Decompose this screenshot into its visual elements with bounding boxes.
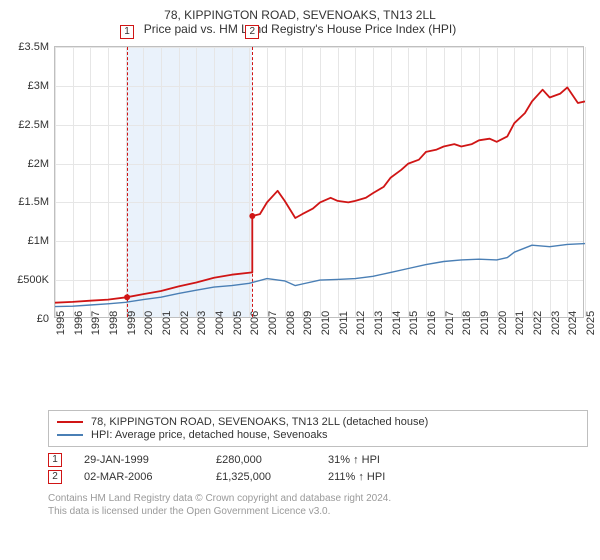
legend-item-price-paid: 78, KIPPINGTON ROAD, SEVENOAKS, TN13 2LL… xyxy=(57,416,579,428)
y-tick-label: £0 xyxy=(37,313,55,325)
chart-title: 78, KIPPINGTON ROAD, SEVENOAKS, TN13 2LL xyxy=(10,8,590,22)
sale-hpi-delta: 31% ↑ HPI xyxy=(328,454,418,466)
sale-price: £1,325,000 xyxy=(216,471,306,483)
sale-point-icon xyxy=(249,213,255,219)
sale-price: £280,000 xyxy=(216,454,306,466)
x-tick-label: 2025 xyxy=(585,311,597,335)
sale-marker-icon: 2 xyxy=(48,470,62,484)
legend: 78, KIPPINGTON ROAD, SEVENOAKS, TN13 2LL… xyxy=(48,410,588,447)
chart-subtitle: Price paid vs. HM Land Registry's House … xyxy=(10,22,590,36)
series-hpi xyxy=(55,244,585,307)
sale-row: 2 02-MAR-2006 £1,325,000 211% ↑ HPI xyxy=(48,470,588,484)
footer-attribution: Contains HM Land Registry data © Crown c… xyxy=(48,492,588,518)
y-tick-label: £2.5M xyxy=(18,119,55,131)
gridline-v xyxy=(585,47,586,317)
sale-marker-icon: 1 xyxy=(120,25,134,39)
y-tick-label: £2M xyxy=(28,158,55,170)
y-tick-label: £1M xyxy=(28,235,55,247)
sale-date: 02-MAR-2006 xyxy=(84,471,194,483)
chart-container: £0£500K£1M£1.5M£2M£2.5M£3M£3.5M199519961… xyxy=(10,40,590,370)
plot-area: £0£500K£1M£1.5M£2M£2.5M£3M£3.5M199519961… xyxy=(54,46,584,318)
chart-lines xyxy=(55,47,585,319)
legend-swatch xyxy=(57,421,83,423)
footer-line: Contains HM Land Registry data © Crown c… xyxy=(48,492,588,505)
legend-swatch xyxy=(57,434,83,436)
y-tick-label: £3M xyxy=(28,80,55,92)
sale-row: 1 29-JAN-1999 £280,000 31% ↑ HPI xyxy=(48,453,588,467)
footer-line: This data is licensed under the Open Gov… xyxy=(48,505,588,518)
legend-label: HPI: Average price, detached house, Seve… xyxy=(91,429,327,441)
sale-hpi-delta: 211% ↑ HPI xyxy=(328,471,418,483)
legend-item-hpi: HPI: Average price, detached house, Seve… xyxy=(57,429,579,441)
sale-marker-icon: 1 xyxy=(48,453,62,467)
legend-label: 78, KIPPINGTON ROAD, SEVENOAKS, TN13 2LL… xyxy=(91,416,428,428)
y-tick-label: £500K xyxy=(17,274,55,286)
sales-table: 1 29-JAN-1999 £280,000 31% ↑ HPI 2 02-MA… xyxy=(48,453,588,484)
sale-date: 29-JAN-1999 xyxy=(84,454,194,466)
series-price_paid xyxy=(55,87,585,302)
y-tick-label: £1.5M xyxy=(18,196,55,208)
sale-point-icon xyxy=(124,294,130,300)
y-tick-label: £3.5M xyxy=(18,41,55,53)
sale-marker-icon: 2 xyxy=(245,25,259,39)
